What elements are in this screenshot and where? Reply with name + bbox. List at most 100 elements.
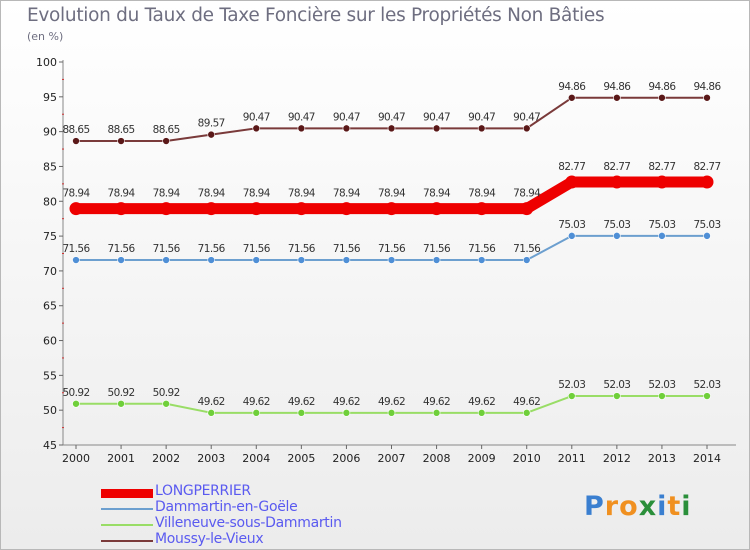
- x-tick-label: 2003: [197, 452, 225, 465]
- data-point-dammartin-en-goele: [72, 256, 80, 264]
- data-point-villeneuve-sous-dammartin: [432, 409, 441, 417]
- data-label-dammartin-en-goele: 75.03: [603, 219, 630, 231]
- data-point-villeneuve-sous-dammartin: [703, 392, 711, 400]
- data-label-moussy-le-vieux: 90.47: [333, 111, 360, 123]
- data-label-longperrier: 82.77: [603, 161, 630, 173]
- legend-swatch: [101, 508, 153, 510]
- y-tick-label: 100: [36, 56, 57, 69]
- y-tick-label: 70: [43, 265, 57, 278]
- x-tick-label: 2012: [603, 452, 631, 465]
- data-point-dammartin-en-goele: [297, 256, 306, 264]
- x-tick-label: 2009: [468, 452, 496, 465]
- data-label-villeneuve-sous-dammartin: 52.03: [693, 379, 720, 391]
- data-label-longperrier: 78.94: [378, 188, 406, 200]
- data-point-moussy-le-vieux: [117, 137, 125, 145]
- data-point-moussy-le-vieux: [432, 124, 441, 133]
- data-point-dammartin-en-goele: [117, 256, 125, 264]
- data-label-dammartin-en-goele: 71.56: [198, 243, 226, 255]
- x-tick-label: 2007: [378, 452, 406, 465]
- data-point-longperrier: [430, 202, 444, 216]
- data-point-longperrier: [700, 175, 714, 189]
- data-point-longperrier: [655, 175, 669, 189]
- data-point-moussy-le-vieux: [297, 124, 306, 133]
- data-point-villeneuve-sous-dammartin: [522, 409, 531, 417]
- logo-letter: x: [638, 491, 658, 522]
- data-label-moussy-le-vieux: 90.47: [243, 111, 270, 123]
- x-tick-label: 2013: [648, 452, 676, 465]
- unit-label: (en %): [27, 30, 64, 43]
- data-point-dammartin-en-goele: [477, 256, 486, 264]
- data-point-villeneuve-sous-dammartin: [613, 392, 621, 400]
- y-tick-label: 65: [43, 300, 57, 313]
- y-tick-label: 55: [43, 369, 57, 382]
- data-label-dammartin-en-goele: 75.03: [558, 219, 585, 231]
- x-tick-label: 2011: [558, 452, 586, 465]
- data-point-dammartin-en-goele: [207, 256, 216, 264]
- data-point-dammartin-en-goele: [252, 256, 261, 264]
- data-point-villeneuve-sous-dammartin: [477, 409, 486, 417]
- data-label-longperrier: 78.94: [288, 188, 316, 200]
- data-point-longperrier: [159, 202, 173, 216]
- data-label-villeneuve-sous-dammartin: 49.62: [468, 396, 495, 408]
- y-tick-label: 50: [43, 404, 57, 417]
- data-label-longperrier: 78.94: [108, 188, 136, 200]
- data-label-moussy-le-vieux: 90.47: [378, 111, 405, 123]
- data-point-dammartin-en-goele: [162, 256, 170, 264]
- data-point-dammartin-en-goele: [658, 232, 666, 240]
- data-label-longperrier: 78.94: [423, 188, 451, 200]
- data-point-dammartin-en-goele: [613, 232, 621, 240]
- data-label-moussy-le-vieux: 88.65: [153, 124, 180, 136]
- data-label-moussy-le-vieux: 90.47: [423, 111, 450, 123]
- data-point-villeneuve-sous-dammartin: [117, 399, 125, 408]
- data-label-longperrier: 78.94: [198, 188, 226, 200]
- y-tick-label: 90: [43, 126, 57, 139]
- data-label-villeneuve-sous-dammartin: 49.62: [513, 396, 540, 408]
- data-point-dammartin-en-goele: [522, 256, 531, 264]
- x-tick-label: 2004: [242, 452, 270, 465]
- data-point-moussy-le-vieux: [522, 124, 531, 133]
- logo-letter: t: [667, 491, 682, 522]
- y-tick-label: 80: [43, 195, 57, 208]
- y-tick-label: 95: [43, 91, 57, 104]
- legend-label: Moussy-le-Vieux: [155, 531, 264, 547]
- data-point-villeneuve-sous-dammartin: [387, 409, 396, 417]
- data-label-dammartin-en-goele: 71.56: [333, 243, 361, 255]
- data-point-villeneuve-sous-dammartin: [342, 409, 351, 417]
- legend-swatch: [101, 540, 153, 542]
- data-label-villeneuve-sous-dammartin: 52.03: [603, 379, 630, 391]
- data-point-villeneuve-sous-dammartin: [72, 399, 80, 408]
- data-point-moussy-le-vieux: [703, 93, 711, 102]
- data-point-moussy-le-vieux: [613, 93, 621, 102]
- data-point-moussy-le-vieux: [658, 93, 666, 102]
- data-label-longperrier: 78.94: [513, 188, 541, 200]
- data-point-moussy-le-vieux: [252, 124, 261, 133]
- data-label-villeneuve-sous-dammartin: 49.62: [288, 396, 315, 408]
- data-label-dammartin-en-goele: 71.56: [243, 243, 271, 255]
- data-point-longperrier: [294, 202, 308, 216]
- data-label-moussy-le-vieux: 88.65: [62, 124, 89, 136]
- data-point-villeneuve-sous-dammartin: [658, 392, 666, 400]
- data-point-longperrier: [249, 202, 263, 216]
- x-tick-label: 2002: [152, 452, 180, 465]
- logo-letter: P: [584, 491, 605, 522]
- logo-letter: r: [604, 491, 620, 522]
- x-tick-label: 2001: [107, 452, 135, 465]
- data-label-villeneuve-sous-dammartin: 50.92: [62, 387, 89, 399]
- chart-title: Evolution du Taux de Taxe Foncière sur l…: [27, 5, 605, 26]
- data-label-longperrier: 82.77: [693, 161, 720, 173]
- data-point-moussy-le-vieux: [162, 137, 170, 145]
- x-tick-label: 2005: [287, 452, 315, 465]
- data-point-villeneuve-sous-dammartin: [297, 409, 306, 417]
- data-point-dammartin-en-goele: [387, 256, 396, 264]
- data-point-moussy-le-vieux: [387, 124, 396, 133]
- x-tick-label: 2010: [513, 452, 541, 465]
- data-point-villeneuve-sous-dammartin: [252, 409, 261, 417]
- legend-label: Dammartin-en-Goële: [155, 499, 298, 515]
- data-point-longperrier: [565, 175, 579, 189]
- data-label-dammartin-en-goele: 71.56: [108, 243, 136, 255]
- data-label-moussy-le-vieux: 90.47: [468, 111, 495, 123]
- data-label-moussy-le-vieux: 90.47: [513, 111, 540, 123]
- x-tick-label: 2000: [62, 452, 90, 465]
- data-label-longperrier: 78.94: [62, 188, 90, 200]
